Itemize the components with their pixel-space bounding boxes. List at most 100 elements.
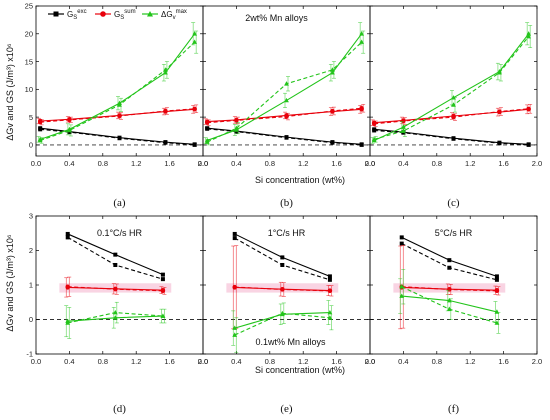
data-point	[330, 108, 335, 114]
plot-frame	[369, 5, 538, 157]
data-point	[451, 136, 456, 141]
data-point	[280, 287, 285, 292]
data-point	[205, 126, 210, 131]
series-black-dashed	[399, 241, 499, 282]
y-tick-label: 10	[25, 85, 33, 94]
x-tick-label: 1.6	[164, 357, 174, 366]
panel-annotation-secondary: 0.1wt% Mn alloys	[255, 337, 326, 347]
data-point	[401, 124, 406, 129]
data-point	[65, 284, 70, 289]
series-line	[206, 41, 363, 143]
x-tick-label: 1.2	[131, 357, 141, 366]
bottom-row-xlabel: Si concentration (wt%)	[255, 365, 345, 375]
legend-label-gs-exc: GSexc	[67, 9, 87, 21]
data-point	[192, 106, 197, 111]
data-point	[232, 284, 237, 290]
x-tick-label: 0.0	[365, 159, 375, 168]
data-point	[359, 39, 365, 44]
data-point	[494, 277, 499, 282]
series-red-dashed	[232, 245, 334, 329]
series-black-solid	[232, 231, 332, 279]
x-tick-label: 0.8	[265, 159, 275, 168]
data-point	[279, 310, 285, 316]
x-tick-label: 1.6	[164, 159, 174, 168]
series-line	[40, 127, 195, 145]
data-point	[327, 310, 333, 315]
x-tick-label: 2.0	[532, 357, 542, 366]
data-point	[330, 67, 335, 72]
data-point	[447, 287, 452, 292]
data-point	[65, 235, 70, 240]
panel-d: 0.0 0.4 0.8 1.2 1.6 2.0 -1 0 1 2 3 0.1°C/s HR (d)	[26, 212, 208, 415]
data-point	[163, 140, 168, 145]
series-green-dashed	[65, 301, 167, 339]
panel-a: 0.0 0.4 0.8 1.2 1.6 2.0 0 5 10 15 20 25 (a)	[25, 2, 209, 209]
data-point	[37, 137, 43, 143]
series-green-dashed	[371, 25, 533, 143]
x-tick-label: 2.0	[198, 159, 208, 168]
series-green-dashed	[232, 302, 334, 353]
series-red-dashed	[65, 276, 167, 297]
data-point	[526, 106, 531, 111]
series-line	[401, 236, 498, 277]
data-point	[117, 113, 122, 119]
data-point	[204, 120, 210, 125]
data-point	[232, 231, 237, 236]
series-green-solid	[203, 22, 365, 144]
y-tick-label: 3	[29, 212, 33, 221]
data-point	[67, 127, 72, 133]
series-line	[67, 236, 164, 280]
legend: GSexc GSsum ΔGvmax	[48, 9, 187, 21]
series-green-dashed	[399, 269, 501, 334]
panel-e: 0.0 0.4 0.8 1.2 1.6 2.0 1°C/s HR 0.1wt% Mn allo…	[198, 215, 375, 415]
x-tick-label: 0.4	[231, 159, 241, 168]
x-tick-label: 1.6	[331, 159, 341, 168]
y-tick-label: 2	[29, 246, 33, 255]
x-tick-label: 1.6	[498, 159, 508, 168]
data-point	[327, 315, 333, 320]
data-point	[359, 106, 364, 111]
panel-annotation: 2wt% Mn alloys	[245, 13, 308, 23]
data-point	[494, 274, 499, 279]
y-tick-label: 1	[29, 281, 33, 290]
data-point	[526, 142, 531, 147]
series-green-dashed	[37, 30, 199, 144]
data-point	[160, 288, 166, 294]
series-black-dashed	[65, 235, 165, 282]
y-tick-label: 25	[25, 2, 33, 11]
legend-label-dgv-max: ΔGvmax	[161, 9, 187, 21]
data-point	[160, 272, 165, 277]
data-point	[497, 109, 502, 114]
x-tick-label: 1.6	[498, 357, 508, 366]
legend-marker-gs-exc	[53, 11, 59, 17]
series-green-solid	[64, 305, 166, 338]
legend-marker-dgv-max	[147, 11, 153, 17]
top-row-xlabel: Si concentration (wt%)	[255, 175, 345, 185]
data-point	[234, 118, 239, 123]
data-point	[446, 306, 452, 311]
data-point	[497, 141, 502, 146]
data-point	[160, 277, 165, 282]
series-black-solid	[65, 231, 165, 277]
series-black-solid	[399, 235, 499, 279]
data-point	[117, 102, 122, 107]
data-point	[284, 81, 289, 86]
data-point	[37, 119, 43, 125]
x-tick-label: 1.2	[465, 159, 475, 168]
x-tick-label: 0.8	[265, 357, 275, 366]
x-tick-label: 0.0	[31, 159, 41, 168]
y-tick-label: 15	[25, 57, 33, 66]
data-point	[163, 108, 168, 114]
series-line	[39, 33, 196, 140]
y-tick-label: 0	[29, 315, 33, 324]
data-point	[446, 297, 452, 303]
data-point	[359, 31, 365, 36]
x-tick-label: 0.4	[64, 159, 74, 168]
data-point	[284, 135, 289, 140]
series-green-solid	[370, 22, 532, 144]
x-tick-label: 2.0	[198, 357, 208, 366]
data-point	[330, 140, 335, 145]
panel-label: (d)	[113, 403, 126, 415]
data-point	[65, 320, 71, 325]
data-point	[401, 128, 406, 133]
